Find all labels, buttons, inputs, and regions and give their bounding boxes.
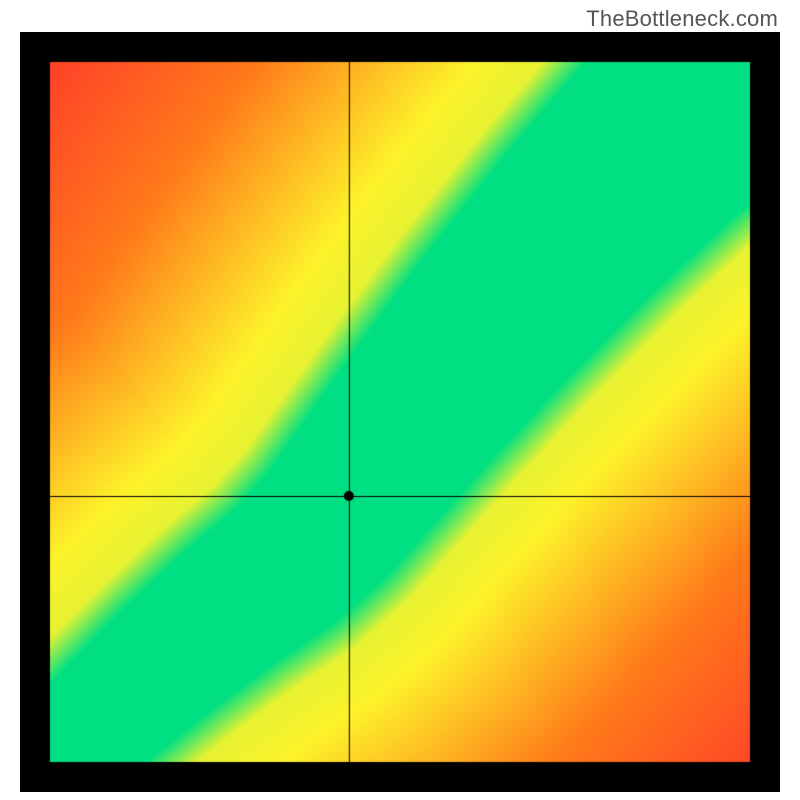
heatmap-canvas xyxy=(20,32,780,792)
watermark: TheBottleneck.com xyxy=(586,6,778,32)
chart-frame xyxy=(20,32,780,792)
